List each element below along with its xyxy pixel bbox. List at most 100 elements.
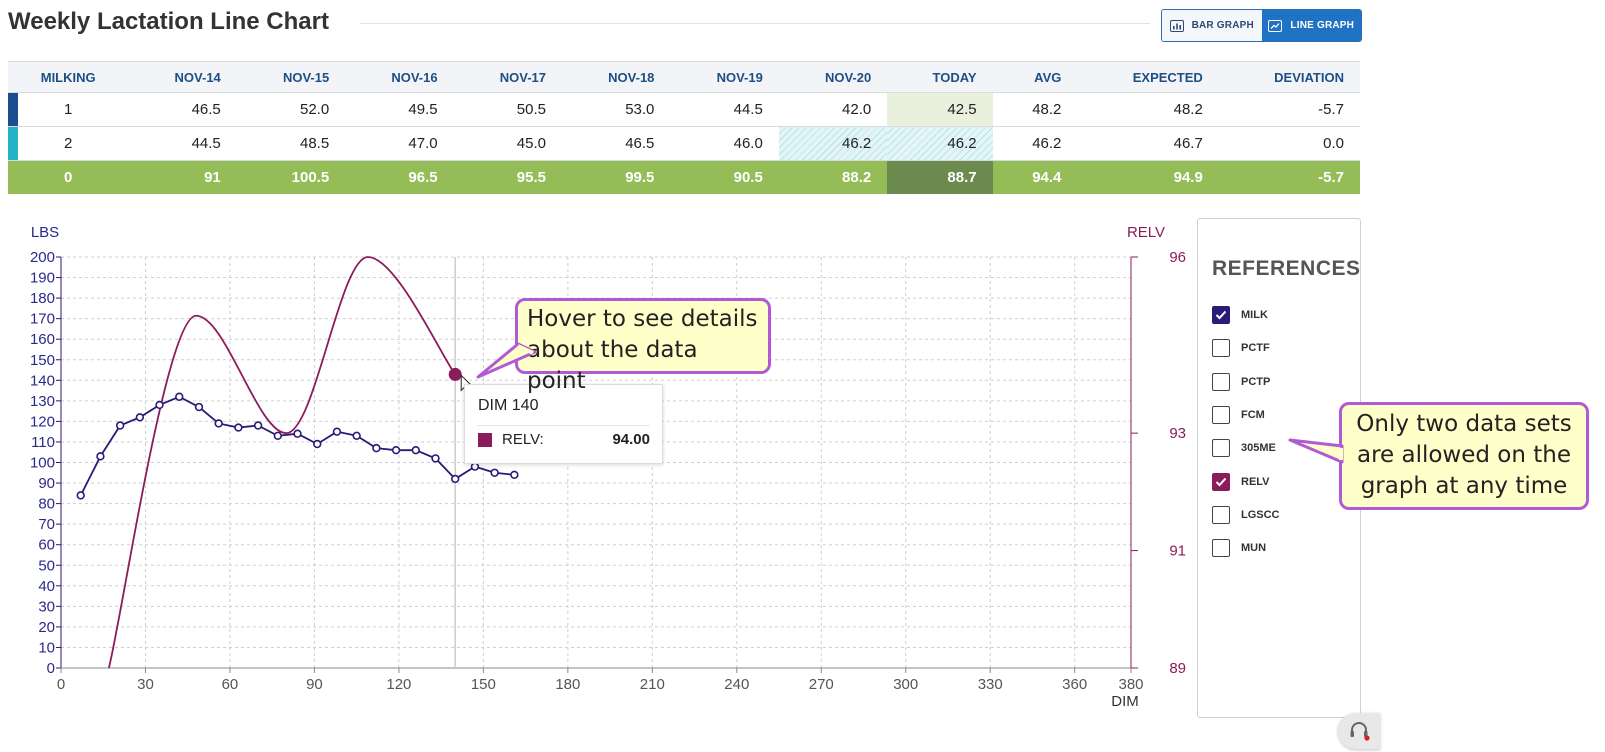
milk-data-point	[253, 421, 263, 430]
headset-icon	[1350, 722, 1370, 741]
hover-callout: Hover to see details about the data poin…	[515, 298, 771, 394]
x-tick-label: 300	[893, 676, 918, 693]
reference-relv[interactable]: RELV	[1212, 472, 1270, 491]
reference-checkbox[interactable]	[1212, 339, 1230, 358]
milk-data-point	[214, 419, 223, 428]
reference-checkbox[interactable]	[1212, 405, 1230, 424]
table-cell: 46.0	[670, 126, 779, 161]
reference-label: PCTP	[1241, 375, 1271, 388]
milk-data-point	[293, 429, 302, 438]
table-cell: 0	[8, 160, 129, 194]
graph-type-toggle: BAR GRAPH LINE GRAPH	[1161, 9, 1362, 42]
milk-data-point	[451, 474, 460, 484]
y-tick-label-left: 180	[30, 290, 55, 307]
tooltip-title: DIM 140	[478, 397, 539, 414]
table-total-row: 0 91 100.5 96.5 95.5 99.5 90.5 88.2 88.7…	[8, 160, 1360, 194]
table-cell: 49.5	[345, 92, 454, 127]
reference-checkbox[interactable]	[1212, 505, 1230, 524]
col-header: TODAY	[887, 61, 993, 93]
x-tick-label: 150	[471, 676, 496, 693]
table-cell: 88.2	[778, 160, 888, 194]
table-cell: 100.5	[236, 160, 346, 194]
y-tick-label-left: 200	[30, 249, 55, 266]
reference-checkbox[interactable]	[1212, 306, 1230, 324]
reference-fcm[interactable]: FCM	[1212, 405, 1265, 424]
y-tick-label-left: 80	[38, 496, 55, 513]
milk-data-point	[332, 427, 342, 436]
bar-graph-button[interactable]: BAR GRAPH	[1162, 10, 1262, 41]
milk-data-point	[411, 445, 420, 455]
milk-data-point	[96, 452, 105, 461]
y-tick-label-left: 190	[30, 270, 55, 287]
y-tick-label-right: 96	[1169, 249, 1186, 266]
milk-data-point	[135, 413, 145, 422]
x-tick-label: 270	[809, 676, 834, 693]
y-tick-label-left: 130	[30, 393, 55, 410]
y-tick-label-left: 50	[38, 557, 55, 574]
references-panel: REFERENCES MILK PCTF PCTP FCM 305ME RELV LGSCC…	[1197, 218, 1361, 718]
table-cell: 50.5	[453, 92, 562, 127]
y-tick-label-left: 140	[30, 372, 55, 389]
line-graph-button[interactable]: LINE GRAPH	[1261, 10, 1361, 41]
x-tick-label: 60	[222, 676, 239, 693]
milk-data-point	[155, 400, 164, 410]
y-tick-label-left: 120	[30, 413, 55, 430]
x-tick-label: 30	[137, 676, 154, 693]
reference-label: RELV	[1241, 475, 1270, 488]
table-cell: 90.5	[670, 160, 779, 194]
col-header: EXPECTED	[1077, 61, 1219, 93]
line-graph-label: LINE GRAPH	[1290, 20, 1355, 31]
relv-highlight-point	[448, 367, 462, 381]
y-axis-label-right: RELV	[1127, 224, 1165, 241]
milk-data-point	[194, 402, 204, 412]
reference-checkbox[interactable]	[1212, 472, 1230, 491]
data-point-tooltip: DIM 140 RELV: 94.00	[464, 384, 663, 464]
reference-pctf[interactable]: PCTF	[1212, 339, 1270, 358]
col-header: NOV-20	[778, 61, 888, 93]
table-cell: 44.5	[670, 92, 779, 127]
x-axis-label: DIM	[1111, 693, 1139, 710]
col-header: NOV-16	[345, 61, 454, 93]
table-cell-today: 88.7	[887, 160, 993, 194]
milk-data-point	[76, 491, 85, 500]
x-tick-label: 180	[555, 676, 580, 693]
y-tick-label-left: 110	[31, 434, 55, 451]
reference-checkbox[interactable]	[1212, 372, 1230, 391]
x-tick-label: 120	[386, 676, 411, 693]
y-tick-label-left: 150	[30, 352, 55, 369]
tooltip-divider	[477, 425, 650, 426]
table-row: 1 46.5 52.0 49.5 50.5 53.0 44.5 42.0 42.…	[8, 92, 1360, 127]
table-cell: 0.0	[1218, 126, 1360, 161]
table-cell: 46.5	[128, 92, 237, 127]
milk-data-point	[115, 421, 125, 430]
y-tick-label-right: 89	[1169, 660, 1186, 677]
table-cell: -5.7	[1218, 92, 1360, 127]
reference-mun[interactable]: MUN	[1212, 539, 1266, 558]
col-header: NOV-14	[128, 61, 237, 93]
table-cell: 91	[128, 160, 237, 194]
lactation-line-chart[interactable]: 0 10 20 30 40 50 60 70 80 90 100 110 120 130 140 150 160…	[0, 210, 1190, 720]
bar-chart-icon	[1169, 19, 1184, 32]
reference-lgscc[interactable]: LGSCC	[1212, 505, 1280, 524]
x-tick-label: 330	[978, 676, 1003, 693]
tooltip-series-swatch	[478, 433, 492, 447]
reference-milk[interactable]: MILK	[1212, 306, 1268, 324]
check-icon	[1215, 477, 1227, 486]
table-cell: 53.0	[562, 92, 671, 127]
help-button[interactable]	[1338, 713, 1380, 749]
y-tick-label-left: 70	[38, 516, 55, 533]
milk-data-point	[510, 470, 519, 480]
reference-pctp[interactable]: PCTP	[1212, 372, 1271, 391]
y-tick-label-left: 30	[38, 598, 55, 615]
col-header: NOV-18	[562, 61, 671, 93]
table-cell: 2	[8, 126, 129, 161]
title-divider	[360, 23, 1150, 24]
col-header: AVG	[992, 61, 1078, 93]
reference-checkbox[interactable]	[1212, 439, 1230, 458]
table-cell: 45.0	[453, 126, 562, 161]
y-axis-label-left: LBS	[31, 224, 59, 241]
table-cell-today: 46.2	[887, 126, 993, 161]
reference-checkbox[interactable]	[1212, 539, 1230, 558]
milk-data-point	[490, 468, 499, 477]
reference-305me[interactable]: 305ME	[1212, 439, 1276, 458]
